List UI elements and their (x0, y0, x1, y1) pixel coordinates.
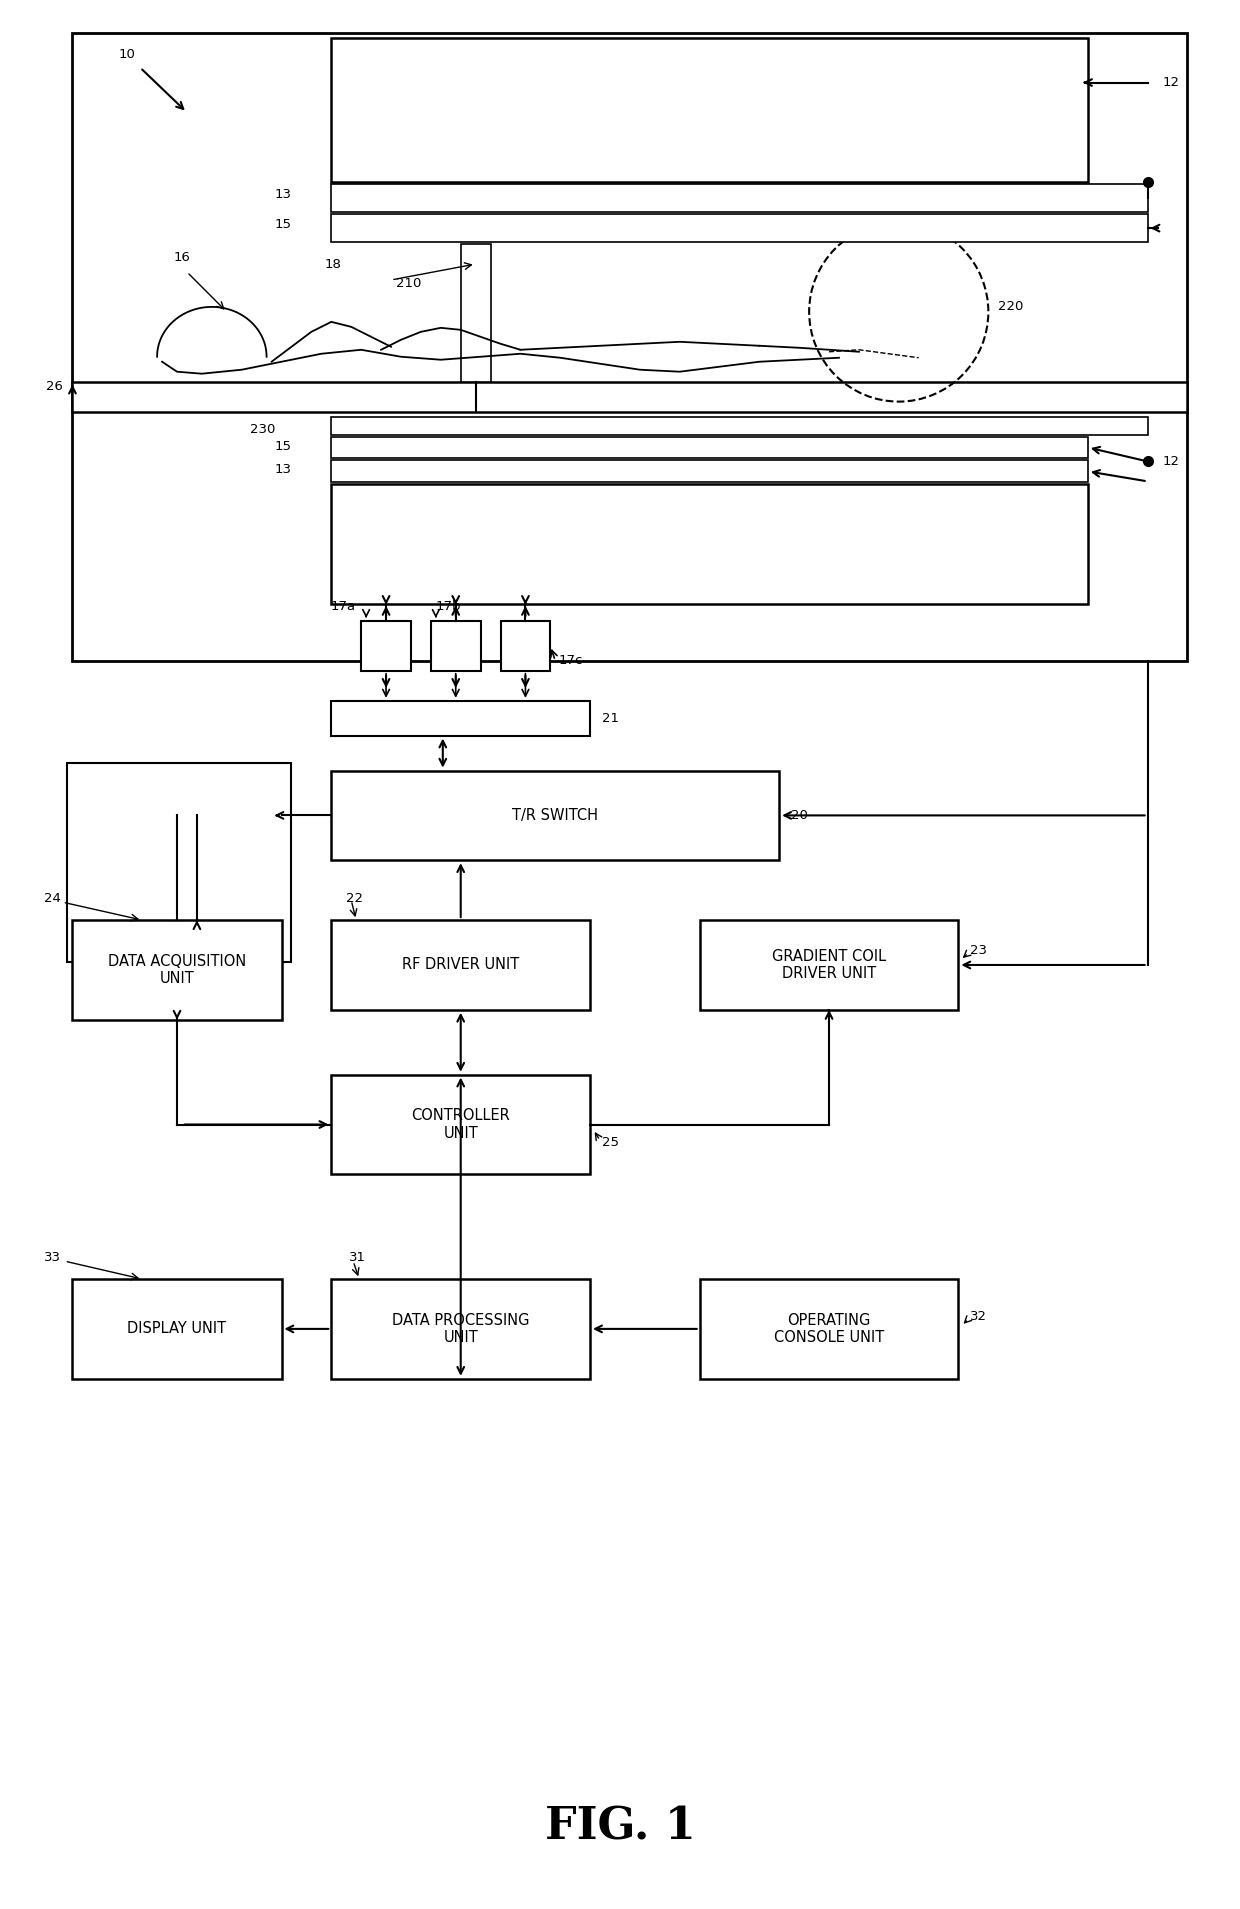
Text: 31: 31 (350, 1250, 366, 1264)
Bar (67, 762, 291, 962)
Text: 18: 18 (325, 258, 341, 271)
Text: 21: 21 (603, 712, 619, 725)
Bar (331, 1279, 590, 1378)
Bar (331, 701, 590, 735)
Bar (430, 620, 481, 670)
Bar (331, 185, 1148, 212)
Text: 24: 24 (43, 892, 61, 905)
Bar (699, 1279, 959, 1378)
Text: 32: 32 (971, 1310, 987, 1323)
Text: 33: 33 (43, 1250, 61, 1264)
Bar (72, 382, 1188, 412)
Text: 25: 25 (603, 1136, 619, 1149)
Text: DATA PROCESSING
UNIT: DATA PROCESSING UNIT (392, 1313, 529, 1346)
Text: 22: 22 (346, 892, 363, 905)
Text: 12: 12 (1163, 454, 1179, 468)
Text: 210: 210 (396, 277, 422, 290)
Text: DISPLAY UNIT: DISPLAY UNIT (128, 1321, 227, 1336)
Text: CONTROLLER
UNIT: CONTROLLER UNIT (412, 1109, 510, 1142)
Text: GRADIENT COIL
DRIVER UNIT: GRADIENT COIL DRIVER UNIT (773, 949, 887, 981)
Text: FIG. 1: FIG. 1 (544, 1806, 696, 1850)
Text: DATA ACQUISITION
UNIT: DATA ACQUISITION UNIT (108, 954, 246, 987)
Text: 26: 26 (46, 380, 62, 393)
Bar (331, 214, 1148, 242)
Bar (361, 620, 410, 670)
Bar (331, 485, 1087, 603)
Text: 17b: 17b (435, 599, 461, 613)
Bar (331, 416, 1148, 435)
Text: OPERATING
CONSOLE UNIT: OPERATING CONSOLE UNIT (774, 1313, 884, 1346)
Text: T/R SWITCH: T/R SWITCH (512, 808, 598, 823)
Bar (331, 460, 1087, 483)
Text: 17c: 17c (558, 655, 583, 668)
Bar (331, 1075, 590, 1174)
Bar (72, 32, 1188, 661)
Text: RF DRIVER UNIT: RF DRIVER UNIT (402, 958, 520, 972)
Text: 12: 12 (1163, 76, 1179, 90)
Text: 10: 10 (119, 48, 135, 61)
Text: 13: 13 (274, 462, 291, 475)
Text: 13: 13 (274, 187, 291, 200)
Text: 15: 15 (274, 439, 291, 452)
Bar (461, 244, 491, 382)
Bar (72, 1279, 281, 1378)
Bar (699, 920, 959, 1010)
Bar (331, 920, 590, 1010)
Text: 220: 220 (998, 300, 1024, 313)
Text: 230: 230 (249, 424, 275, 435)
Bar (331, 437, 1087, 458)
Text: 20: 20 (791, 809, 808, 823)
Text: 17a: 17a (331, 599, 356, 613)
Text: 23: 23 (971, 943, 987, 956)
Text: 15: 15 (274, 218, 291, 231)
Bar (331, 771, 779, 861)
Bar (501, 620, 551, 670)
Bar (331, 38, 1087, 181)
Bar (72, 920, 281, 1019)
Text: 16: 16 (174, 250, 191, 263)
